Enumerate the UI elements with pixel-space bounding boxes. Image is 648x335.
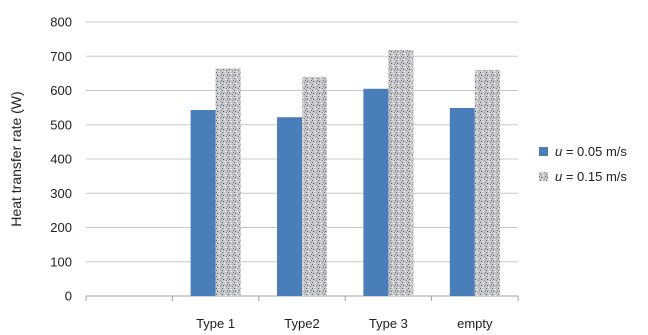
y-tick-label: 0 bbox=[65, 289, 72, 304]
y-tick-label: 400 bbox=[50, 152, 72, 167]
legend-value: = 0.05 m/s bbox=[562, 144, 627, 159]
bar bbox=[363, 88, 389, 296]
legend-label: u = 0.05 m/s bbox=[555, 144, 627, 159]
y-tick-label: 300 bbox=[50, 186, 72, 201]
y-tick-label: 100 bbox=[50, 254, 72, 269]
legend-variable: u bbox=[555, 144, 562, 159]
x-tick-label: Type2 bbox=[284, 316, 319, 331]
bar bbox=[474, 69, 500, 296]
legend-variable: u bbox=[555, 169, 562, 184]
legend-swatch bbox=[539, 147, 548, 156]
legend-label: u = 0.15 m/s bbox=[555, 169, 627, 184]
bars bbox=[190, 50, 500, 297]
x-tick-label: Type 1 bbox=[196, 316, 235, 331]
tick-labels: 0 100 200 300 400 500 600 700 800 Type 1 Type2 Type… bbox=[50, 15, 493, 332]
bar bbox=[215, 68, 241, 296]
bar bbox=[449, 107, 475, 296]
legend-swatch bbox=[539, 172, 548, 181]
legend: u = 0.05 m/su = 0.15 m/s bbox=[539, 144, 627, 184]
y-axis-title: Heat transfer rate (W) bbox=[8, 91, 24, 226]
y-tick-label: 700 bbox=[50, 49, 72, 64]
bar bbox=[302, 76, 327, 296]
legend-value: = 0.15 m/s bbox=[562, 169, 627, 184]
axes bbox=[85, 295, 519, 301]
y-tick-label: 600 bbox=[50, 83, 72, 98]
x-tick-label: Type 3 bbox=[369, 316, 408, 331]
x-tick-label: empty bbox=[457, 316, 493, 331]
bar bbox=[190, 110, 216, 297]
y-tick-label: 500 bbox=[50, 117, 72, 132]
y-tick-label: 200 bbox=[50, 220, 72, 235]
bar bbox=[277, 117, 302, 296]
bar bbox=[388, 50, 414, 297]
y-tick-label: 800 bbox=[50, 15, 72, 30]
